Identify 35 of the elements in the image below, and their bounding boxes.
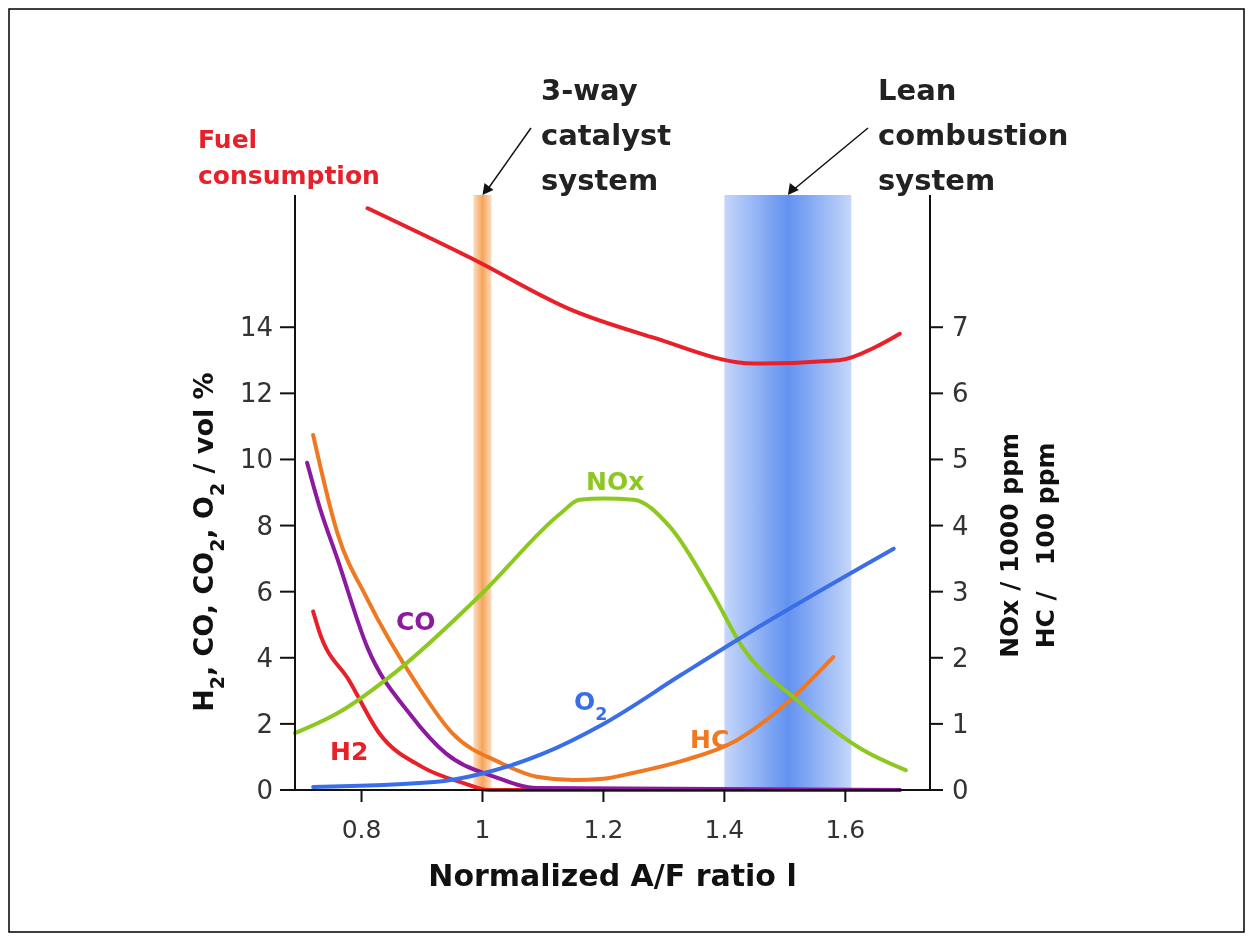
x-tick-label: 1 [474,815,491,844]
y2-tick-label: 4 [952,510,969,541]
x-tick-label: 1.2 [583,815,624,844]
y-tick-label: 12 [239,378,273,409]
line-series [365,206,902,366]
y-tick-label: 10 [239,444,273,475]
band-label: 3-way catalyst system [541,73,672,197]
y2-tick-label: 6 [952,378,969,409]
x-tick-label: 1.6 [825,815,866,844]
series-label: CO [396,607,436,636]
x-tick-label: 0.8 [341,815,382,844]
y-tick-label: 4 [256,642,273,673]
series-label: O$_{2}$ [574,687,608,724]
y2-axis-title: NOx / 1000 ppm HC / 100 ppm [995,432,1060,658]
line-series [311,546,896,790]
y-tick-label: 0 [256,775,273,805]
line-series [305,460,902,792]
y-tick-label: 14 [239,312,273,343]
series-label: Fuel consumption [198,125,380,190]
y-tick-label: 6 [256,576,273,607]
series-label: H2 [330,737,369,766]
x-tick-label: 1.4 [704,815,745,844]
y2-tick-label: 2 [952,642,969,673]
line-series [293,496,908,773]
y-tick-label: 8 [256,510,273,541]
y2-tick-label: 5 [952,444,969,475]
y2-tick-label: 1 [952,708,969,739]
y2-tick-label: 7 [952,312,969,343]
y2-tick-label: 0 [952,775,969,805]
y2-tick-label: 3 [952,576,969,607]
band-label: Lean combustion system [878,73,1069,197]
y-tick-label: 2 [256,708,273,739]
x-axis-title: Normalized A/F ratio l [428,858,797,893]
series-label: NOx [586,467,645,496]
line-series [311,432,836,783]
